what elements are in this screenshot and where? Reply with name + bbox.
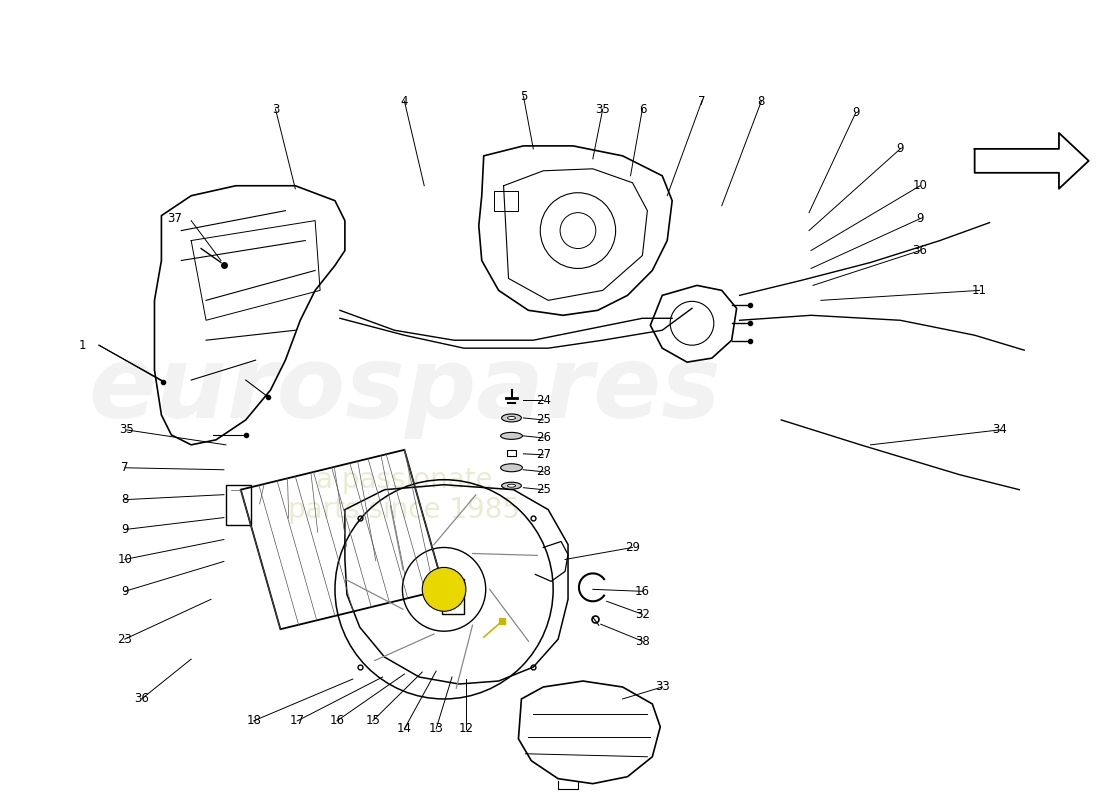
Text: 7: 7	[698, 94, 706, 107]
Ellipse shape	[507, 417, 516, 419]
Ellipse shape	[500, 464, 522, 472]
Text: 9: 9	[851, 106, 859, 119]
Text: parts since 1985: parts since 1985	[288, 496, 520, 524]
Text: 36: 36	[134, 693, 148, 706]
Text: 28: 28	[536, 466, 551, 478]
Text: 24: 24	[536, 394, 551, 406]
Text: 26: 26	[536, 431, 551, 444]
Text: 33: 33	[654, 681, 670, 694]
Text: 9: 9	[121, 585, 129, 598]
Text: 10: 10	[118, 553, 132, 566]
Text: 38: 38	[635, 634, 650, 648]
Text: 17: 17	[289, 714, 305, 727]
Text: 9: 9	[916, 212, 924, 225]
Text: 9: 9	[896, 142, 904, 155]
Text: 9: 9	[121, 523, 129, 536]
Text: 5: 5	[519, 90, 527, 102]
Text: 37: 37	[167, 212, 182, 225]
Bar	[442, 579, 464, 614]
Text: 32: 32	[635, 608, 650, 621]
Text: 8: 8	[758, 94, 766, 107]
Ellipse shape	[502, 414, 521, 422]
Text: 10: 10	[913, 179, 927, 192]
Text: 13: 13	[429, 722, 443, 735]
Text: 27: 27	[536, 448, 551, 462]
Text: 14: 14	[397, 722, 411, 735]
Text: 34: 34	[992, 423, 1007, 436]
Ellipse shape	[502, 482, 521, 489]
Text: 15: 15	[365, 714, 381, 727]
Circle shape	[422, 567, 466, 611]
Ellipse shape	[507, 484, 516, 487]
Bar	[226, 485, 251, 525]
Text: 23: 23	[118, 633, 132, 646]
Text: 18: 18	[246, 714, 261, 727]
Text: 35: 35	[595, 102, 610, 115]
Text: 16: 16	[635, 585, 650, 598]
Bar	[494, 190, 518, 210]
Text: 3: 3	[272, 102, 279, 115]
Text: 4: 4	[400, 94, 408, 107]
Text: 6: 6	[639, 102, 646, 115]
Text: 16: 16	[330, 714, 344, 727]
Text: 36: 36	[913, 244, 927, 257]
Text: 8: 8	[121, 493, 129, 506]
Text: 35: 35	[119, 423, 134, 436]
Bar	[506, 450, 517, 456]
Text: 29: 29	[625, 541, 640, 554]
Text: 1: 1	[78, 338, 86, 352]
Text: 11: 11	[972, 284, 987, 297]
Text: 7: 7	[121, 462, 129, 474]
Text: eurospares: eurospares	[88, 342, 721, 438]
Text: a passionate: a passionate	[316, 466, 493, 494]
Text: 12: 12	[459, 722, 473, 735]
Text: 25: 25	[536, 414, 551, 426]
Text: 25: 25	[536, 483, 551, 496]
Ellipse shape	[500, 432, 522, 439]
